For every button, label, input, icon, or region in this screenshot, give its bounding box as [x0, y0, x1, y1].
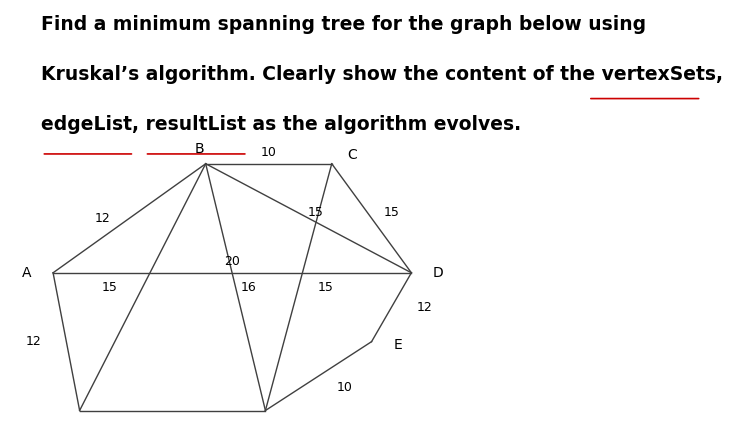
- Text: edgeList, resultList as the algorithm evolves.: edgeList, resultList as the algorithm ev…: [41, 115, 522, 134]
- Text: 10: 10: [261, 146, 277, 159]
- Text: 20: 20: [224, 255, 241, 268]
- Text: C: C: [347, 148, 357, 162]
- Text: D: D: [433, 266, 443, 280]
- Text: 15: 15: [307, 206, 323, 219]
- Text: 16: 16: [241, 281, 256, 294]
- Text: Kruskal’s algorithm. Clearly show the content of the vertexSets,: Kruskal’s algorithm. Clearly show the co…: [41, 65, 724, 84]
- Text: 14: 14: [164, 421, 180, 422]
- Text: A: A: [22, 266, 31, 280]
- Text: 15: 15: [317, 281, 333, 294]
- Text: 15: 15: [384, 206, 400, 219]
- Text: 15: 15: [102, 281, 118, 294]
- Text: B: B: [195, 142, 204, 157]
- Text: Find a minimum spanning tree for the graph below using: Find a minimum spanning tree for the gra…: [41, 15, 647, 34]
- Text: E: E: [394, 338, 403, 352]
- Text: 12: 12: [26, 335, 41, 348]
- Text: 10: 10: [337, 381, 353, 394]
- Text: 12: 12: [417, 301, 433, 314]
- Text: 12: 12: [95, 212, 111, 225]
